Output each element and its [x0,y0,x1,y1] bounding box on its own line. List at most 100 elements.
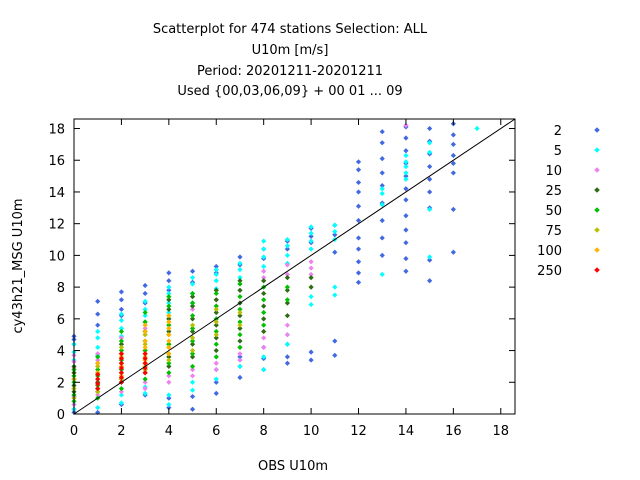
data-point [166,392,172,398]
title-line: Used {00,03,06,09} + 00 01 ... 09 [177,84,402,99]
data-point [189,363,196,370]
data-point [355,159,362,165]
x-tick-label: 2 [117,424,125,439]
data-point [189,306,196,312]
data-point [142,370,148,376]
data-point [95,360,101,366]
legend-label: 75 [545,224,562,239]
data-point [474,125,480,132]
data-point [308,357,314,363]
data-point [450,152,456,159]
data-point [284,341,290,347]
data-point [427,176,433,182]
data-point [213,335,219,341]
data-point [118,351,125,357]
data-point [261,303,267,309]
data-point [237,278,243,284]
data-point [237,357,243,363]
data-point [355,217,362,224]
legend-marker [594,267,600,273]
data-point [213,263,219,270]
data-point [450,132,456,138]
data-point [142,379,148,385]
data-point [237,374,243,381]
data-point [261,322,267,328]
data-point [284,354,290,360]
y-tick-label: 2 [57,376,65,391]
data-point [118,325,125,331]
data-point [118,386,125,392]
data-point [189,275,196,281]
data-point [379,129,385,135]
x-tick-label: 6 [212,424,220,439]
data-point [308,275,314,281]
data-point [403,170,409,176]
data-point [237,354,243,360]
data-point [237,254,243,260]
data-point [166,363,172,370]
data-point [427,163,433,170]
data-point [166,332,172,338]
data-point [355,235,362,241]
data-point [355,270,362,276]
data-point [379,190,385,197]
data-point [142,360,148,366]
data-point [189,351,196,357]
data-point [166,297,172,303]
data-point [118,360,125,366]
data-point [403,213,409,219]
data-point [166,373,172,379]
data-point [213,267,219,273]
data-point [95,322,101,328]
data-point [261,354,267,360]
data-point [213,287,219,293]
data-point [355,167,362,173]
title-line: U10m [m/s] [252,43,329,58]
data-point [284,332,290,338]
diagonal-line [73,118,516,415]
data-point [142,355,148,362]
data-point [166,290,172,297]
data-point [142,386,148,392]
data-point [95,405,101,411]
data-point [237,363,243,370]
data-point [142,328,148,335]
data-point [189,354,196,360]
data-point [189,281,196,287]
data-point [355,203,362,209]
data-point [284,297,290,303]
data-point [189,300,196,306]
data-point [237,267,243,273]
legend-label: 25 [545,184,562,199]
data-point [189,303,196,309]
data-point [261,297,267,303]
data-point [118,317,125,324]
data-point [118,328,125,335]
data-point [166,401,172,408]
data-point [189,294,196,300]
data-point [237,325,243,331]
data-point [237,313,243,319]
data-point [237,344,243,350]
legend-label: 100 [537,244,562,259]
y-tick-label: 8 [57,281,65,296]
data-point [237,332,243,338]
data-point [189,322,196,328]
data-layer [71,121,480,416]
data-point [332,222,338,228]
data-point [355,246,362,252]
data-point [403,122,409,128]
data-point [166,270,172,276]
data-point [308,294,314,300]
data-point [332,284,338,290]
data-point [118,297,125,303]
data-point [332,338,338,344]
data-point [166,303,172,309]
data-point [450,170,456,176]
data-point [213,366,219,373]
data-point [213,376,219,382]
x-tick-label: 18 [493,424,510,439]
data-point [332,232,338,238]
data-point [284,236,290,243]
data-point [450,249,456,255]
